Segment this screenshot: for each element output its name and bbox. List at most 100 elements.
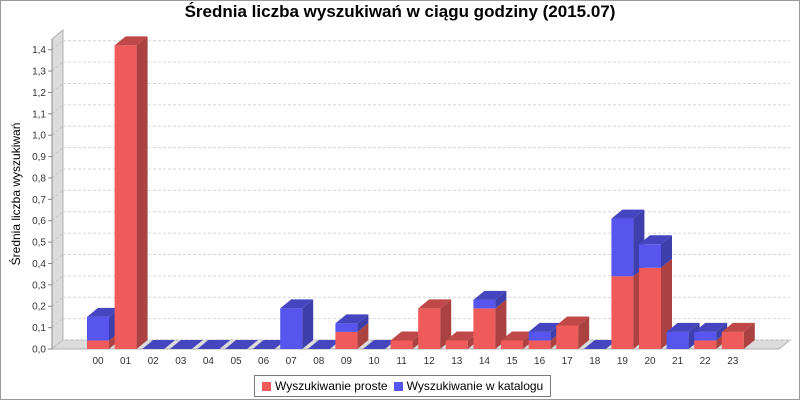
bar-catalog xyxy=(639,244,661,268)
bar-catalog xyxy=(87,316,109,341)
y-tick-label: 1,1 xyxy=(32,109,46,120)
y-tick-label: 0,9 xyxy=(32,152,46,163)
x-tick-label: 06 xyxy=(258,356,270,367)
gridline-wall xyxy=(51,40,64,51)
x-tick-label: 12 xyxy=(424,356,436,367)
bar-simple xyxy=(501,340,523,349)
x-tick-label: 04 xyxy=(203,356,215,367)
legend-label-simple: Wyszukiwanie proste xyxy=(275,379,388,393)
x-tick-label: 19 xyxy=(617,356,629,367)
gridline-wall xyxy=(51,61,64,72)
bar-catalog xyxy=(335,323,358,332)
gridline-wall xyxy=(51,296,64,307)
x-tick-label: 11 xyxy=(396,356,407,367)
x-tick-label: 18 xyxy=(589,356,601,367)
bar-simple xyxy=(335,331,358,349)
bar-simple xyxy=(556,325,579,349)
bar-top xyxy=(87,307,120,317)
bar-simple xyxy=(445,340,468,349)
bar-top xyxy=(335,314,369,324)
bar-top xyxy=(169,340,203,349)
bar-catalog-side xyxy=(495,290,507,309)
bar-top xyxy=(583,340,617,349)
x-tick-label: 21 xyxy=(672,356,684,367)
bar-catalog xyxy=(280,308,303,349)
legend-item-catalog: Wyszukiwanie w katalogu xyxy=(393,379,544,393)
y-tick-label: 1,4 xyxy=(32,45,46,56)
x-tick-label: 00 xyxy=(92,356,104,367)
bar-top xyxy=(197,340,231,349)
y-tick-label: 0,0 xyxy=(32,345,46,356)
y-tick-label: 0,6 xyxy=(32,216,46,227)
x-tick-label: 13 xyxy=(451,356,463,367)
bar-catalog xyxy=(694,331,717,341)
y-tick-label: 0,1 xyxy=(32,323,46,334)
bar-simple-side xyxy=(661,258,672,349)
legend-swatch-catalog xyxy=(393,381,403,391)
bar-top xyxy=(666,322,700,332)
gridline-wall xyxy=(51,189,64,200)
bar-simple xyxy=(418,308,441,349)
x-tick-label: 22 xyxy=(700,356,712,367)
bar-simple-side xyxy=(495,299,507,349)
chart-title: Średnia liczba wyszukiwań w ciągu godzin… xyxy=(184,2,616,21)
bar-top xyxy=(611,209,645,219)
x-tick-label: 07 xyxy=(286,356,298,367)
x-tick-label: 05 xyxy=(230,356,242,367)
bar-top xyxy=(418,299,452,309)
legend-label-catalog: Wyszukiwanie w katalogu xyxy=(406,379,544,393)
bar-simple xyxy=(390,340,413,349)
gridline-wall xyxy=(51,318,64,329)
gridline-wall xyxy=(51,125,64,136)
x-tick-label: 20 xyxy=(644,356,656,367)
x-tick-label: 09 xyxy=(341,356,353,367)
x-tick-label: 08 xyxy=(313,356,325,367)
y-tick-label: 0,2 xyxy=(32,302,46,313)
x-tick-label: 14 xyxy=(479,356,491,367)
y-tick-label: 0,8 xyxy=(32,173,46,184)
bar-top xyxy=(390,331,424,341)
bar-simple xyxy=(694,340,717,349)
y-tick-label: 1,0 xyxy=(32,131,46,142)
y-tick-label: 0,4 xyxy=(32,259,46,270)
legend-swatch-simple xyxy=(262,381,271,391)
bar-simple xyxy=(611,276,634,349)
gridline-wall xyxy=(51,339,64,350)
x-tick-label: 02 xyxy=(148,356,160,367)
bar-top xyxy=(307,340,341,349)
gridline-wall xyxy=(51,147,64,157)
x-tick-label: 15 xyxy=(506,356,518,367)
gridline-wall xyxy=(51,211,64,222)
bar-top xyxy=(445,331,479,341)
bar-catalog xyxy=(611,218,634,277)
y-tick-label: 0,5 xyxy=(32,238,46,249)
gridline-wall xyxy=(51,275,64,286)
bar-simple-side xyxy=(357,322,369,349)
bar-simple xyxy=(721,331,744,349)
y-tick-label: 1,2 xyxy=(32,88,46,99)
gridline-wall xyxy=(51,254,64,264)
x-tick-label: 23 xyxy=(727,356,739,367)
bar-catalog-side xyxy=(302,299,314,349)
gridline-wall xyxy=(51,168,64,179)
legend-item-simple: Wyszukiwanie proste xyxy=(262,379,388,393)
bar-catalog xyxy=(473,299,496,309)
bar-simple xyxy=(87,340,109,349)
bar-simple-side xyxy=(440,299,452,349)
y-tick-label: 0,7 xyxy=(32,195,46,206)
bar-top xyxy=(528,322,562,332)
bar-top xyxy=(721,322,755,332)
bar-catalog-side xyxy=(661,235,672,268)
bar-simple xyxy=(639,267,661,349)
bar-top xyxy=(280,299,314,309)
bar-top xyxy=(473,290,507,300)
bar-simple xyxy=(473,308,496,349)
bar-catalog xyxy=(528,331,551,341)
x-tick-label: 03 xyxy=(175,356,187,367)
bar-top xyxy=(252,340,286,349)
bar-top xyxy=(114,36,148,46)
bar-catalog-side xyxy=(716,322,728,341)
bar-top xyxy=(142,340,176,349)
bar-simple xyxy=(114,45,137,350)
